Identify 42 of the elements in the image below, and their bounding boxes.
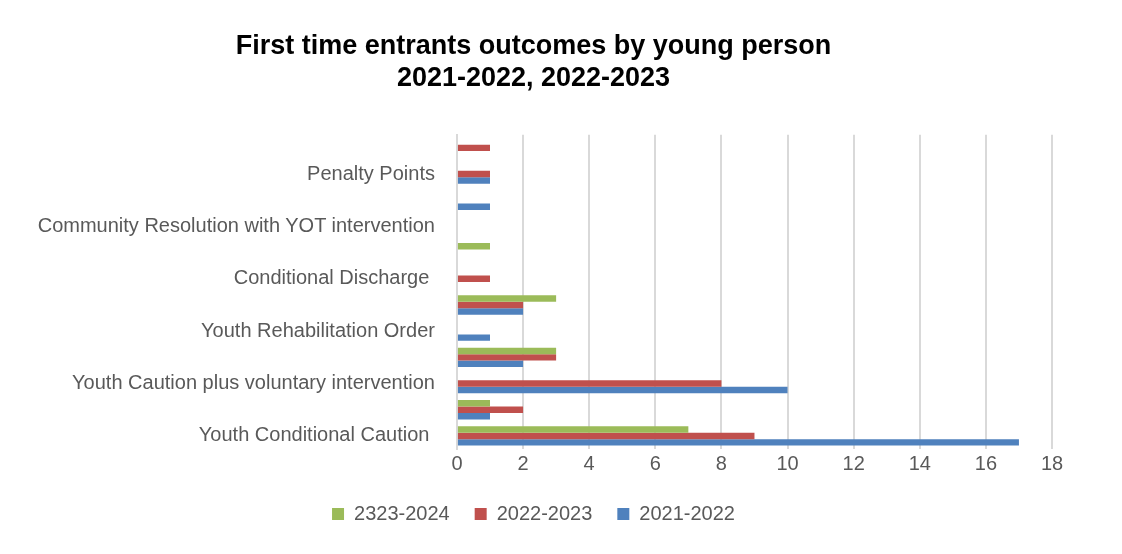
x-tick-label: 18: [1040, 451, 1064, 474]
bar: [457, 295, 557, 302]
x-tick-label: 10: [776, 451, 799, 474]
x-tick-label: 16: [974, 451, 998, 474]
bar: [457, 406, 524, 413]
bar: [457, 386, 788, 394]
bar: [457, 144, 490, 152]
bar: [457, 360, 524, 368]
bar: [457, 380, 722, 387]
bar: [457, 412, 490, 420]
x-tick-label: 14: [908, 451, 931, 474]
x-tick-label: 4: [583, 451, 595, 474]
bar: [457, 170, 490, 178]
legend-label: 2022-2023: [496, 501, 593, 524]
legend-label: 2021-2022: [639, 501, 735, 524]
bar: [457, 347, 557, 355]
text: First time entrants outcomes by young person: [235, 29, 832, 60]
legend-label: 2323-2024: [354, 501, 450, 524]
x-tick-label: 2: [517, 451, 529, 474]
bar: [457, 301, 524, 309]
text: 2021-2022, 2022-2023: [396, 62, 671, 93]
bar: [457, 426, 689, 433]
bar: [457, 334, 490, 341]
bar: [457, 275, 490, 283]
x-tick-label: 8: [715, 451, 727, 474]
x-tick-label: 6: [649, 451, 661, 474]
y-tick-label: Youth Caution plus voluntary intervention: [72, 371, 435, 394]
y-tick-label: Youth Conditional Caution: [198, 423, 435, 446]
bar: [457, 400, 490, 407]
y-tick-label: Penalty Points: [307, 161, 435, 184]
y-tick-label: Conditional Discharge: [233, 266, 435, 289]
bar: [457, 432, 755, 440]
bar: [457, 439, 1019, 446]
bar: [457, 203, 490, 210]
x-tick-label: 12: [842, 451, 865, 474]
bar: [457, 242, 490, 250]
x-tick-label: 0: [451, 451, 463, 474]
bar: [457, 177, 490, 184]
y-tick-label: Community Resolution with YOT intervention: [37, 213, 435, 236]
y-tick-label: Youth Rehabilitation Order: [201, 318, 436, 341]
bar: [457, 308, 524, 315]
bar: [457, 354, 557, 361]
